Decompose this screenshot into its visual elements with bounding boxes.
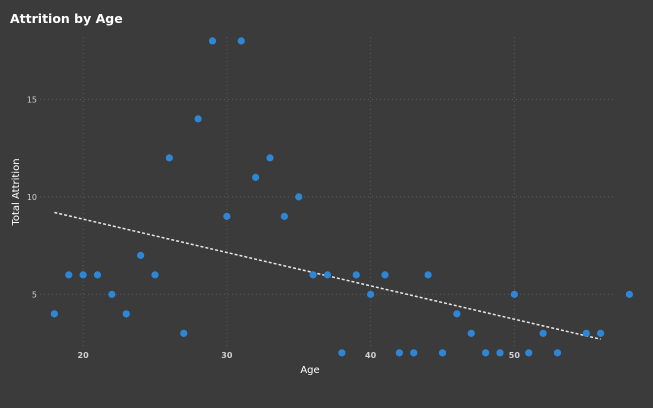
data-point[interactable] (367, 290, 375, 298)
data-point[interactable] (208, 37, 217, 45)
data-point[interactable] (597, 329, 605, 337)
data-point[interactable] (151, 271, 159, 279)
data-point[interactable] (482, 349, 490, 357)
data-point[interactable] (165, 154, 173, 162)
data-point[interactable] (280, 212, 288, 220)
data-point[interactable] (266, 154, 274, 162)
data-point[interactable] (295, 193, 303, 201)
data-point[interactable] (525, 349, 533, 357)
data-point[interactable] (194, 115, 202, 123)
data-point[interactable] (625, 290, 633, 298)
data-point[interactable] (496, 349, 504, 357)
data-point[interactable] (252, 173, 260, 181)
grid-lines (40, 37, 615, 347)
data-point[interactable] (467, 329, 475, 337)
y-tick-label: 5 (32, 290, 37, 299)
data-point[interactable] (93, 271, 102, 279)
data-points (50, 37, 633, 357)
data-point[interactable] (137, 251, 145, 259)
x-tick-label: 20 (78, 351, 90, 360)
data-point[interactable] (65, 271, 73, 279)
data-point[interactable] (352, 271, 360, 279)
data-point[interactable] (510, 290, 518, 298)
x-tick-label: 50 (509, 351, 521, 360)
data-point[interactable] (453, 310, 461, 318)
data-point[interactable] (338, 349, 346, 357)
data-point[interactable] (395, 349, 403, 357)
data-point[interactable] (323, 271, 332, 279)
data-point[interactable] (539, 329, 547, 337)
x-tick-label: 40 (365, 351, 377, 360)
data-point[interactable] (122, 310, 130, 318)
data-point[interactable] (381, 271, 389, 279)
data-point[interactable] (79, 271, 87, 279)
x-axis-label: Age (300, 365, 319, 376)
data-point[interactable] (108, 290, 116, 298)
x-tick-labels: 20 30 40 50 (78, 351, 521, 360)
y-tick-label: 10 (27, 193, 37, 202)
data-point[interactable] (237, 37, 245, 45)
data-point[interactable] (180, 329, 188, 337)
chart-title: Attrition by Age (10, 11, 123, 26)
data-point[interactable] (309, 271, 317, 279)
y-axis-label: Total Attrition (11, 158, 22, 226)
y-tick-label: 15 (27, 95, 37, 104)
x-tick-label: 30 (221, 351, 233, 360)
data-point[interactable] (582, 329, 590, 337)
data-point[interactable] (553, 349, 562, 357)
data-point[interactable] (410, 349, 418, 357)
data-point[interactable] (424, 271, 432, 279)
data-point[interactable] (438, 349, 447, 357)
data-point[interactable] (223, 212, 231, 220)
data-point[interactable] (50, 310, 58, 318)
y-tick-labels: 5 10 15 (27, 95, 37, 299)
